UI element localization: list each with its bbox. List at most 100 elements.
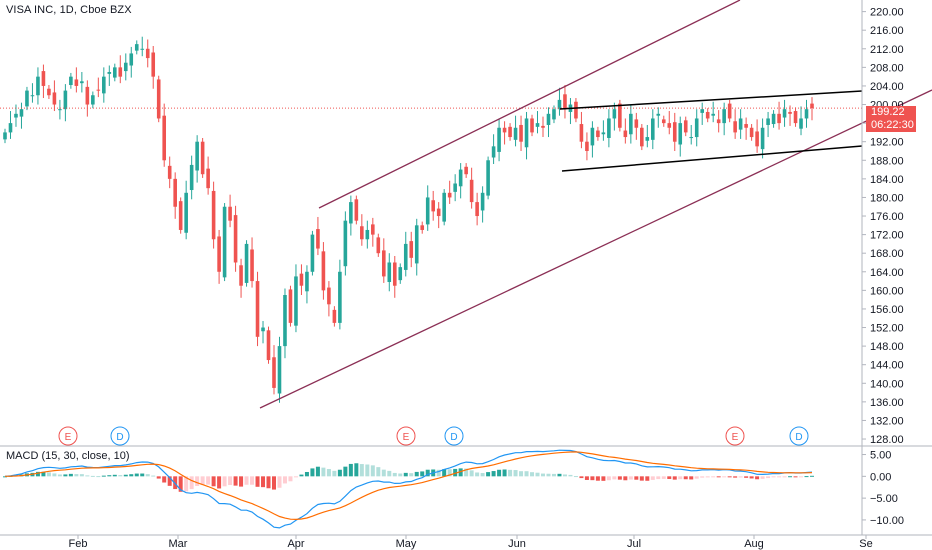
candle-body [799,118,803,129]
candle-body [228,206,232,221]
macd-histogram-bar [771,476,776,478]
earnings-marker[interactable]: E [58,426,78,446]
candle-body [272,357,276,388]
y-tick-label: 180.00 [870,192,904,204]
y-tick-label: 160.00 [870,285,904,297]
macd-histogram-bar [244,476,249,485]
macd-histogram-bar [639,476,644,481]
macd-histogram-bar [436,469,441,477]
chart-title: VISA INC, 1D, Cboe BZX [6,4,132,16]
candle-body [14,113,18,118]
flag-lower-line[interactable] [561,145,863,172]
candle-body [519,124,523,142]
macd-histogram-bar [634,476,639,480]
candle-body [661,119,666,124]
macd-histogram-bar [392,472,397,477]
macd-histogram-bar [486,472,491,477]
candle-body [305,271,309,292]
macd-histogram-bar [453,468,458,477]
x-tick-label: Apr [287,538,304,550]
candle-body [793,111,798,124]
candle-body [118,67,123,77]
candle-body [535,123,540,127]
macd-histogram-bar [167,476,172,486]
y-tick-label: 156.00 [870,304,904,316]
candle-body [425,197,430,225]
candle-body [167,165,172,179]
candle-body [327,287,331,305]
candle-body [30,95,35,97]
macd-histogram-bar [601,476,606,481]
candle-body [244,243,249,283]
macd-histogram-bar [661,476,666,479]
dividend-marker[interactable]: D [110,426,130,446]
macd-histogram-bar [239,476,244,487]
candle-body [107,72,112,74]
y-tick-label: 184.00 [870,174,904,186]
candle-body [502,127,507,133]
candle-body [178,201,183,230]
macd-histogram-bar [656,476,661,480]
channel-upper-line[interactable] [318,0,741,209]
candle-body [469,179,474,203]
earnings-marker[interactable]: E [396,426,416,446]
candle-body [392,262,397,286]
dividend-marker[interactable]: D [789,426,809,446]
macd-histogram-bar [788,476,793,478]
macd-histogram-bar [96,476,101,478]
candle-body [524,118,529,148]
macd-histogram-bar [535,472,540,477]
macd-histogram-bar [272,476,276,490]
y-tick-label: 220.00 [870,7,904,19]
macd-histogram-bar [804,476,809,478]
macd-histogram-bar [551,473,556,477]
macd-histogram-bar [74,474,79,477]
macd-histogram-bar [277,476,282,488]
macd-histogram-bar [195,476,200,487]
macd-histogram-bar [623,476,628,481]
candle-body [398,267,403,281]
macd-histogram-bar [140,473,145,477]
candle-body [552,109,556,120]
macd-histogram-bar [799,476,804,478]
candle-body [727,103,732,119]
macd-histogram-bar [288,476,293,482]
macd-histogram-bar [387,470,392,477]
candle-body [623,130,628,138]
candle-body [700,109,705,113]
y-tick-label: 132.00 [870,415,904,427]
candle-body [480,192,485,211]
candle-body [316,229,320,249]
macd-histogram-bar [134,473,139,477]
candle-body [134,44,139,51]
candle-body [8,123,13,133]
macd-histogram-bar [228,476,233,486]
candle-body [299,273,304,286]
candle-body [184,192,188,233]
candle-body [486,160,490,196]
macd-histogram-bar [189,476,194,490]
dividend-marker[interactable]: D [444,426,464,446]
flag-upper-line[interactable] [559,90,863,110]
candle-body [579,124,584,142]
candle-body [689,137,694,139]
macd-histogram-bar [123,474,128,477]
candle-body [629,113,633,135]
candle-body [233,215,238,263]
candle-body [217,236,221,272]
macd-histogram-bar [376,467,381,477]
earnings-marker[interactable]: E [725,426,745,446]
trendline-drawings[interactable] [259,0,932,409]
candle-body [420,225,425,230]
macd-histogram-bar [250,476,255,485]
channel-lower-line[interactable] [259,89,932,409]
candle-body [338,271,342,323]
candle-body [41,71,46,86]
macd-histogram-bar [557,473,562,477]
macd-histogram-bar [716,476,721,478]
candle-body [409,241,414,258]
macd-histogram-bar [261,476,266,488]
last-price-badge: 199.22 [866,106,916,119]
